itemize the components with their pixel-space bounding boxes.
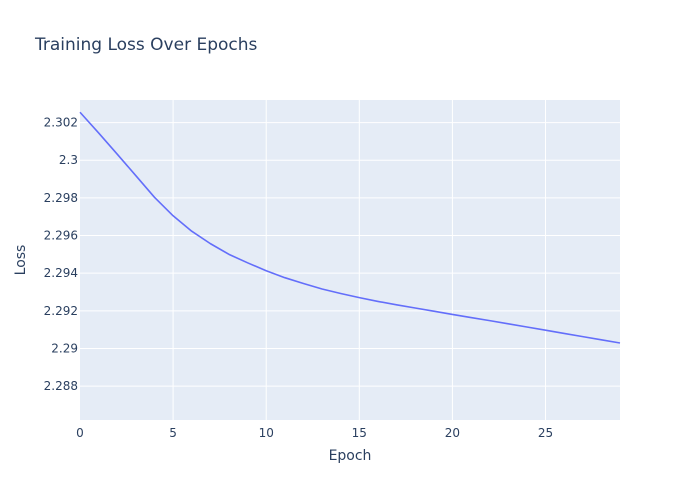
y-tick-label: 2.294 [44,266,78,280]
series-layer [79,111,621,344]
y-tick-label: 2.296 [44,229,78,243]
x-tick-label: 15 [352,426,367,440]
x-tick-label: 10 [259,426,274,440]
y-tick-label: 2.3 [59,153,78,167]
y-axis-title: Loss [13,245,29,276]
y-tick-label: 2.29 [51,341,78,355]
x-tick-label: 20 [445,426,460,440]
x-tick-label: 5 [169,426,177,440]
axis-ticks: 0 5 10 15 20 25 2.288 2.29 2.292 2.294 2.296 2.298 2… [44,116,554,440]
y-tick-label: 2.298 [44,191,78,205]
loss-line [79,111,621,344]
x-tick-label: 25 [538,426,553,440]
x-axis-title: Epoch [329,448,372,464]
y-tick-label: 2.302 [44,116,78,130]
x-tick-label: 0 [76,426,84,440]
y-tick-label: 2.288 [44,379,78,393]
chart-title: Training Loss Over Epochs [34,35,258,55]
plot-area [80,100,620,420]
y-tick-label: 2.292 [44,304,78,318]
grid-lines [80,100,620,420]
